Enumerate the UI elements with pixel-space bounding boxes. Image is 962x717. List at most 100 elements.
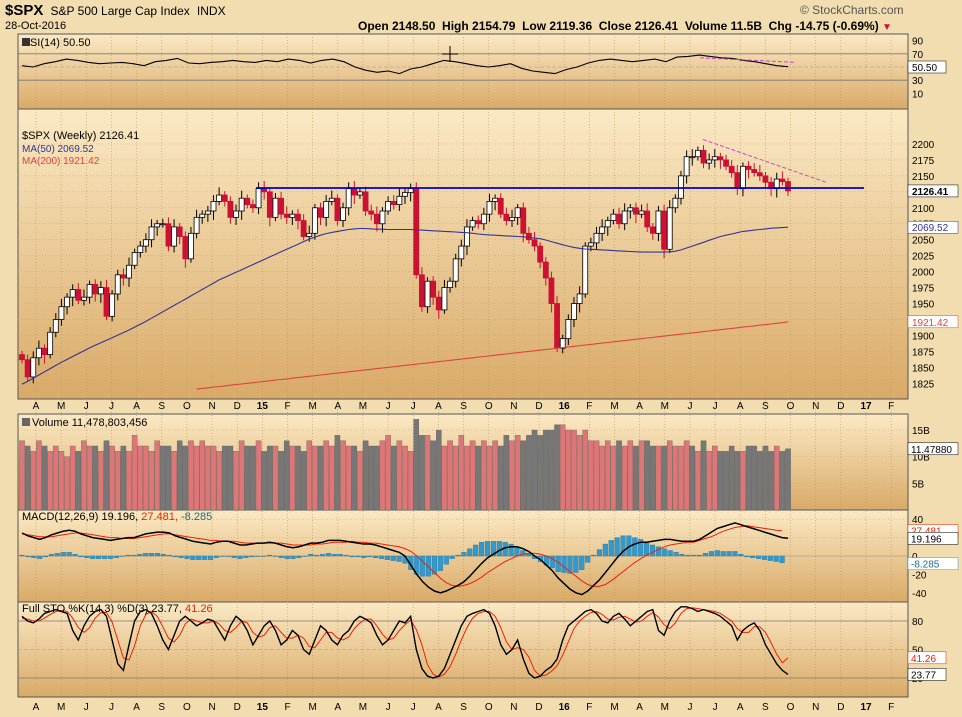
candle-down	[616, 213, 622, 225]
bottom-x-label: J	[386, 702, 391, 713]
candle-down	[295, 213, 301, 221]
volume-bar	[548, 429, 555, 511]
macd-histogram-bar	[496, 541, 502, 557]
macd-histogram-bar	[119, 555, 125, 557]
macd-histogram-bar	[325, 553, 331, 557]
macd-histogram-bar	[331, 554, 337, 557]
price-x-label: A	[133, 401, 140, 412]
volume-bar	[520, 440, 527, 511]
macd-histogram-bar	[178, 555, 184, 558]
volume-bar	[554, 424, 560, 511]
macd-histogram-bar	[54, 553, 60, 557]
rsi-trendline	[699, 57, 797, 63]
candle-up	[559, 338, 566, 349]
volume-bar	[650, 445, 656, 511]
volume-bar	[182, 445, 189, 511]
candle-up	[441, 287, 448, 311]
candle-up	[114, 274, 121, 295]
candle-down	[261, 188, 268, 193]
volume-bar	[672, 445, 679, 511]
price-x-label: S	[460, 401, 467, 412]
candle-up	[464, 226, 470, 247]
price-x-label: A	[636, 401, 643, 412]
volume-bar	[655, 445, 662, 511]
candle-up	[47, 331, 54, 355]
price-x-label: J	[687, 401, 692, 412]
bottom-x-label: O	[485, 702, 493, 713]
candle-down	[278, 197, 284, 215]
volume-bar	[509, 440, 515, 511]
macd-histogram-bar	[96, 555, 102, 559]
sto-k-last-box	[907, 668, 947, 681]
candle-down	[537, 245, 544, 263]
macd-histogram-bar	[31, 555, 37, 558]
price-last-box	[907, 184, 959, 198]
macd-histogram-bar	[314, 554, 320, 557]
volume-bar	[475, 445, 481, 511]
macd-histogram-bar	[255, 555, 261, 557]
price-x-label: 15	[257, 401, 269, 412]
price-x-label: 17	[860, 401, 872, 412]
volume-bar	[148, 451, 155, 511]
volume-bar	[464, 445, 470, 511]
bottom-x-label: N	[208, 702, 215, 713]
volume-bar	[379, 440, 386, 511]
volume-bar	[75, 451, 82, 511]
rsi-panel-bg	[17, 33, 909, 110]
candle-up	[323, 201, 330, 218]
macd-histogram-bar	[361, 555, 367, 558]
macd-histogram-bar	[420, 555, 426, 577]
candle-up	[452, 258, 459, 282]
volume-bar	[565, 429, 572, 511]
candle-up	[137, 245, 144, 253]
macd-histogram-bar	[25, 555, 31, 558]
volume-bar	[64, 456, 70, 511]
macd-histogram-bar	[231, 555, 237, 558]
price-y-tick: 2175	[912, 156, 935, 167]
price-x-label: M	[308, 401, 316, 412]
candle-up	[689, 156, 696, 159]
sto-y-tick: 80	[912, 617, 924, 628]
candle-up	[148, 226, 155, 241]
volume-bar	[728, 445, 735, 511]
macd-histogram-bar	[426, 555, 432, 577]
volume-bar	[593, 440, 600, 511]
candle-down	[351, 188, 358, 196]
macd-histogram-bar	[602, 543, 608, 557]
macd-histogram-bar	[585, 555, 591, 563]
volume-bar	[745, 445, 752, 511]
volume-bar	[773, 445, 780, 511]
price-x-label: J	[713, 401, 718, 412]
candle-down	[785, 181, 791, 192]
volume-bar	[486, 445, 493, 511]
candle-down	[283, 213, 290, 218]
candle-up	[666, 207, 673, 250]
candle-up	[486, 201, 493, 215]
price-x-label: S	[762, 401, 769, 412]
volume-bar	[633, 445, 639, 511]
candle-up	[447, 280, 453, 288]
bottom-x-label: M	[359, 702, 367, 713]
candle-up	[402, 192, 408, 197]
candle-down	[182, 236, 189, 260]
macd-histogram-bar	[708, 551, 714, 557]
volume-bar	[627, 440, 634, 511]
candle-down	[723, 159, 729, 167]
ma200-last-label: 1921.42	[912, 318, 949, 329]
macd-histogram-bar	[679, 554, 685, 557]
volume-bar	[154, 440, 160, 511]
volume-y-tick: 10B	[912, 453, 930, 464]
macd-histogram-bar	[337, 554, 343, 557]
macd-histogram-bar	[72, 554, 78, 557]
volume-bar	[255, 440, 262, 511]
sto-d-last-box	[907, 651, 947, 665]
candle-down	[520, 207, 527, 234]
volume-bar	[610, 445, 617, 511]
candle-down	[176, 226, 183, 237]
volume-bar	[115, 451, 121, 511]
price-y-tick: 1875	[912, 347, 935, 358]
candle-down	[700, 149, 707, 164]
volume-bar	[41, 445, 48, 511]
bottom-x-label: M	[57, 702, 65, 713]
stockcharts-brand: © StockCharts.com	[800, 3, 904, 17]
